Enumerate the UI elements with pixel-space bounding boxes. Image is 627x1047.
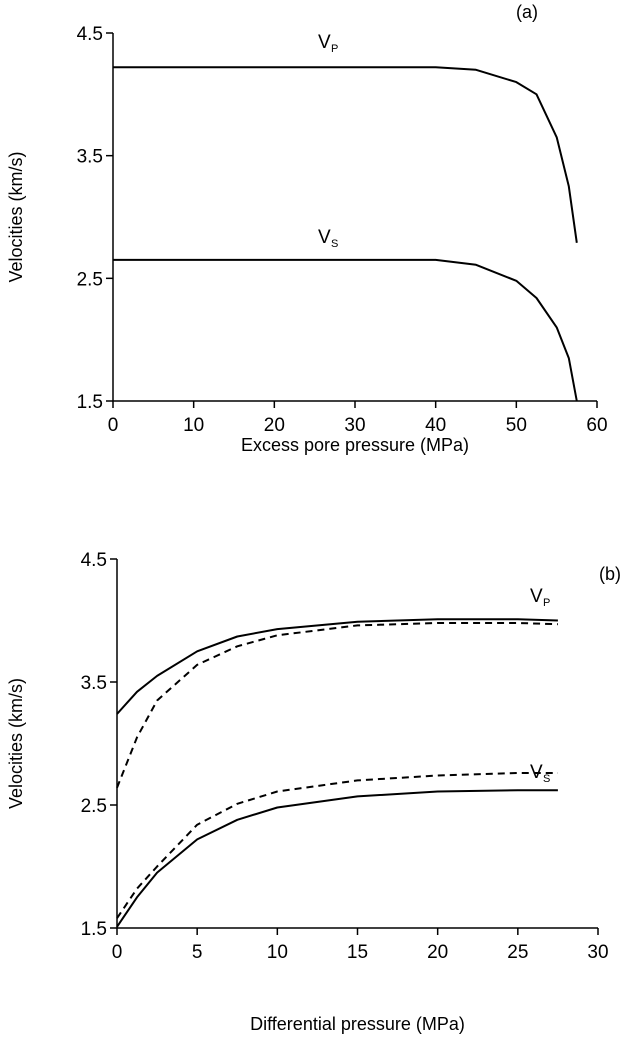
curve-label-main: V xyxy=(530,762,543,783)
data-line xyxy=(116,789,558,928)
y-tick-label: 1.5 xyxy=(81,919,107,940)
x-axis-label: Excess pore pressure (MPa) xyxy=(241,435,469,455)
x-tick-label: 15 xyxy=(347,942,368,963)
x-tick-label: 10 xyxy=(267,942,288,963)
data-line xyxy=(113,258,578,402)
curve-label-main: V xyxy=(318,32,331,53)
curve-label-sub: P xyxy=(543,597,550,609)
panel-label: (b) xyxy=(599,564,621,584)
axes xyxy=(116,559,598,929)
x-tick-label: 30 xyxy=(344,415,365,436)
x-tick-label: 40 xyxy=(425,415,446,436)
curve-label-sub: S xyxy=(543,773,550,785)
x-tick-label: 10 xyxy=(183,415,204,436)
curve-label-sub: S xyxy=(331,238,338,250)
data-line xyxy=(116,622,558,789)
x-tick-label: 20 xyxy=(264,415,285,436)
x-tick-label: 5 xyxy=(192,942,203,963)
y-tick-label: 3.5 xyxy=(81,673,107,694)
x-tick-label: 30 xyxy=(587,942,608,963)
y-tick-label: 4.5 xyxy=(77,24,103,45)
data-line xyxy=(116,618,558,715)
y-tick-label: 1.5 xyxy=(77,392,103,413)
y-axis-label: Velocities (km/s) xyxy=(6,678,26,809)
x-tick-label: 50 xyxy=(506,415,527,436)
x-tick-label: 20 xyxy=(427,942,448,963)
curve-label-main: V xyxy=(318,227,331,248)
y-tick-label: 2.5 xyxy=(77,269,103,290)
curve-label-sub: P xyxy=(331,43,338,55)
x-tick-label: 0 xyxy=(112,942,123,963)
y-axis-label: Velocities (km/s) xyxy=(6,151,26,282)
y-tick-label: 4.5 xyxy=(81,550,107,571)
y-tick-label: 3.5 xyxy=(77,147,103,168)
x-tick-label: 0 xyxy=(108,415,119,436)
x-axis-label: Differential pressure (MPa) xyxy=(250,1014,465,1034)
data-line xyxy=(113,66,578,243)
data-line xyxy=(116,772,558,919)
curve-label-main: V xyxy=(530,586,543,607)
x-tick-label: 60 xyxy=(586,415,607,436)
y-tick-label: 2.5 xyxy=(81,796,107,817)
x-tick-label: 25 xyxy=(507,942,528,963)
panel-label: (a) xyxy=(516,2,538,22)
axes xyxy=(112,33,597,402)
